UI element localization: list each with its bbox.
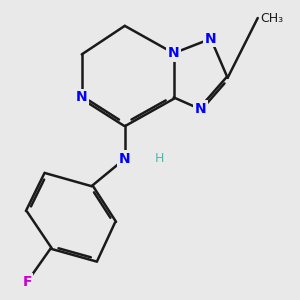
Text: F: F [22,275,32,289]
Text: H: H [154,152,164,165]
Text: N: N [76,90,88,104]
Text: N: N [205,32,217,46]
Text: N: N [194,102,206,116]
Text: N: N [119,152,130,166]
Text: N: N [168,46,179,60]
Text: CH₃: CH₃ [260,11,283,25]
